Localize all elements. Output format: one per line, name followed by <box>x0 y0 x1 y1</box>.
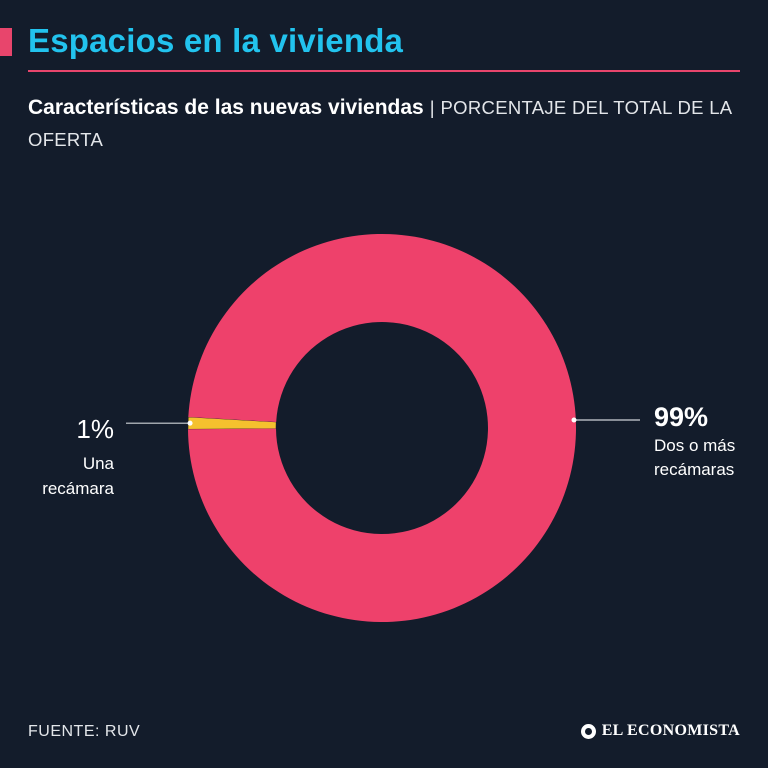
chart-subtitle: Características de las nuevas viviendas |… <box>28 92 740 156</box>
title-accent-bar <box>0 28 12 56</box>
category-label-dos-o-mas-line2: recámaras <box>654 460 734 479</box>
subtitle-main: Características de las nuevas viviendas <box>28 96 424 119</box>
value-label-una-recamara: 1% <box>76 414 114 444</box>
subtitle-separator: | <box>429 97 435 118</box>
slice-una-recamara <box>187 416 277 430</box>
title-divider <box>28 70 740 72</box>
source-note: FUENTE: RUV <box>28 723 141 740</box>
subtitle-unit: PORCENTAJE DEL TOTAL DE LA OFERTA <box>28 97 732 150</box>
category-label-una-recamara-line2: recámara <box>42 479 114 498</box>
page-title: Espacios en la vivienda <box>28 22 404 59</box>
logo-icon <box>580 723 596 739</box>
publisher-logo: EL ECONOMISTA <box>580 722 740 740</box>
category-label-una-recamara-line1: Una <box>83 454 115 473</box>
slice-dos-o-mas-recamaras <box>188 234 576 623</box>
leader-dot-dos-o-mas <box>571 417 577 423</box>
value-label-dos-o-mas: 99% <box>654 402 708 432</box>
category-label-dos-o-mas-line1: Dos o más <box>654 436 735 455</box>
leader-dot-una-recamara <box>187 420 193 426</box>
logo-text: EL ECONOMISTA <box>601 722 740 739</box>
